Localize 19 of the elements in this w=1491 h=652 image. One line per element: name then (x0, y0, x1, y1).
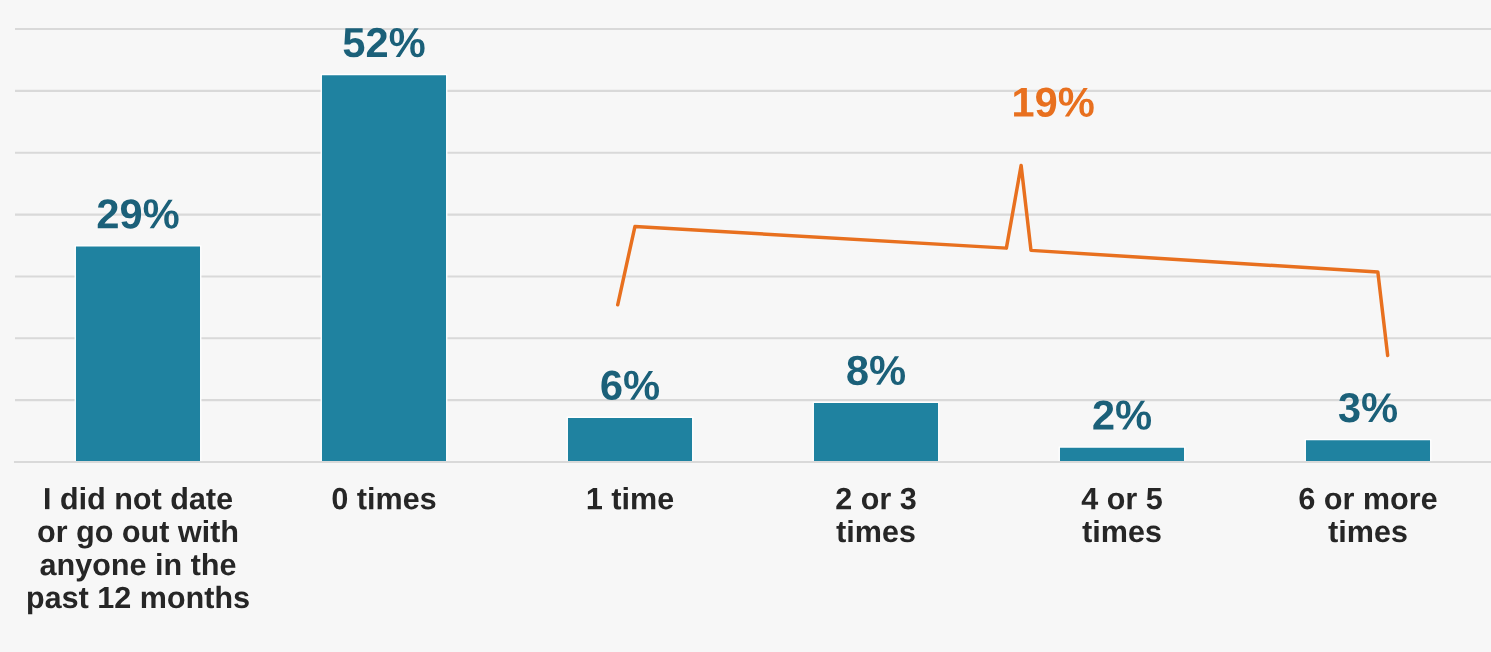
bar (1058, 446, 1186, 462)
bar (1304, 438, 1432, 462)
data-label: 6% (601, 370, 660, 401)
x-tick-label: 1 time (587, 487, 674, 510)
x-tick-label: 0 times (332, 487, 436, 510)
data-label: 52% (343, 27, 425, 58)
x-tick-label: 2 or 3 times (836, 487, 916, 543)
bar (812, 401, 940, 462)
x-tick-label: 4 or 5 times (1081, 488, 1162, 543)
x-tick-label: 6 or more times (1299, 487, 1437, 543)
x-tick-label: I did not date or go out with anyone in the past 12 months (27, 487, 249, 615)
bar (566, 416, 694, 462)
data-label: 8% (847, 355, 906, 386)
annotation: 19% (1014, 87, 1094, 117)
data-label: 29% (97, 199, 179, 229)
bar (74, 245, 202, 462)
bar (320, 73, 448, 462)
data-label: 3% (1338, 392, 1398, 423)
data-label: 2% (1093, 400, 1152, 430)
